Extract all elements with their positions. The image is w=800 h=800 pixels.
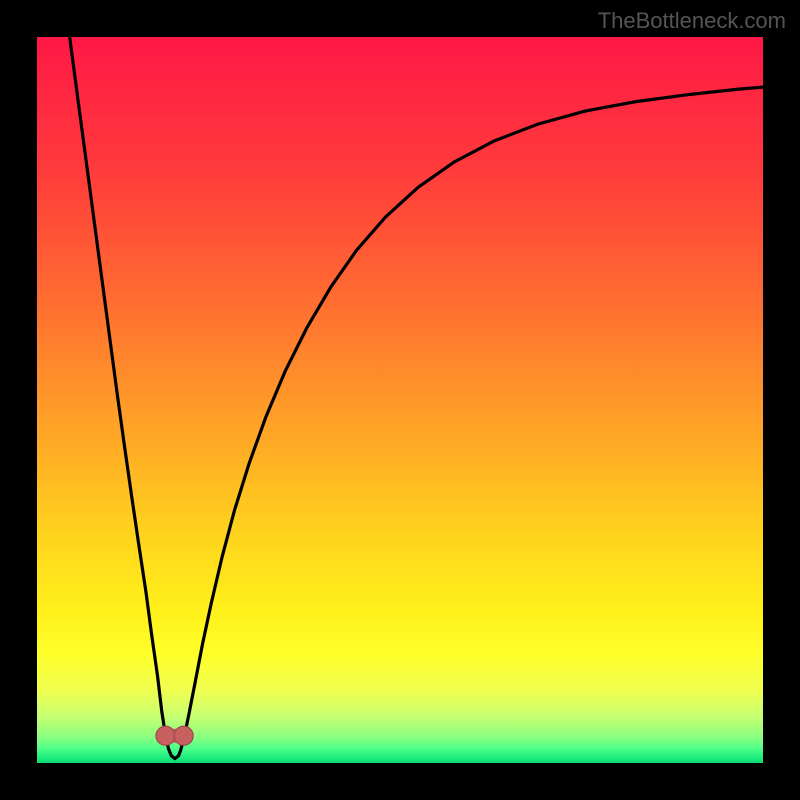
gradient-background [37,37,763,763]
bottleneck-curve-chart [0,0,800,800]
chart-container: TheBottleneck.com [0,0,800,800]
watermark-text: TheBottleneck.com [598,8,786,34]
endpoint-marker-left [156,726,175,745]
endpoint-marker-right [174,726,193,745]
